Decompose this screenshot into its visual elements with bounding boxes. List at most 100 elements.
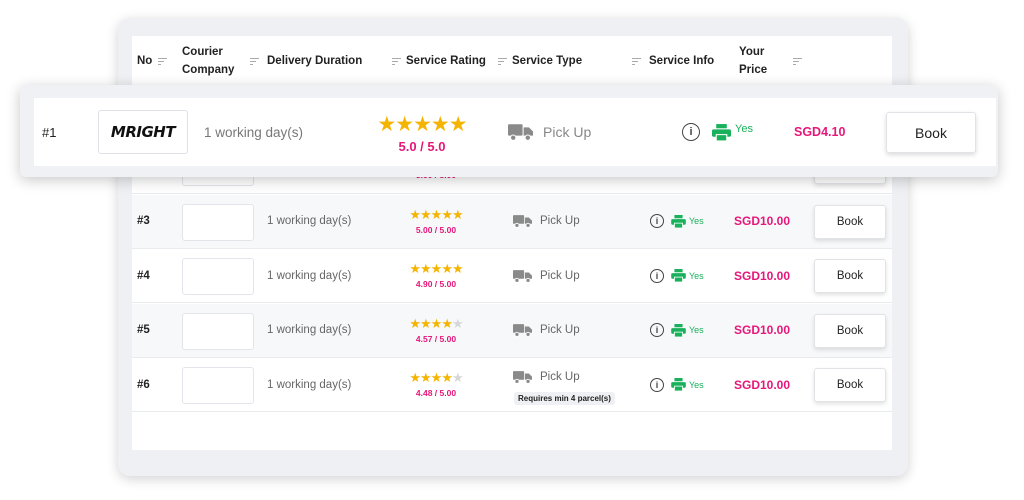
header-service-type[interactable]: Service Type — [512, 36, 642, 86]
service-type: Pick Up — [513, 195, 580, 248]
price: SGD10.00 — [734, 214, 791, 228]
truck-icon — [513, 324, 532, 337]
table-row[interactable]: #5 1 working day(s) ★★★★★ 4.57 / 5.00 Pick U… — [132, 303, 892, 358]
header-service-info-label: Service Info — [649, 55, 715, 67]
book-button[interactable]: Book — [814, 259, 886, 293]
rating-value: 4.57 / 5.00 — [415, 333, 457, 344]
book-button[interactable]: Book — [814, 313, 886, 348]
book-button[interactable]: Book — [814, 368, 886, 402]
header-your-price[interactable]: Your Price — [739, 36, 803, 86]
printer-label: Yes — [689, 379, 704, 390]
sort-icon[interactable] — [158, 57, 168, 65]
info-icon[interactable]: i — [650, 323, 664, 337]
courier-logo-text: MRIGHT — [110, 123, 176, 141]
table-row[interactable]: #3 1 working day(s) ★★★★★ 5.00 / 5.00 Pick U… — [132, 194, 892, 249]
sort-icon[interactable] — [392, 57, 402, 65]
delivery-duration: 1 working day(s) — [267, 324, 352, 336]
service-type: Pick Up — [513, 249, 580, 302]
header-service-rating[interactable]: Service Rating — [406, 36, 507, 86]
service-info: i Yes — [650, 358, 704, 411]
service-rating: ★★★★★ 4.90 / 5.00 — [404, 249, 468, 302]
truck-icon — [513, 371, 532, 384]
courier-logo: MRIGHT — [98, 110, 188, 154]
delivery-duration: 1 working day(s) — [267, 378, 352, 391]
service-info: i Yes — [650, 249, 704, 302]
printer-label: Yes — [689, 216, 704, 226]
price: SGD10.00 — [734, 323, 791, 337]
service-type-label: Pick Up — [540, 215, 580, 227]
rating-value: 4.48 / 5.00 — [415, 388, 457, 398]
service-type-label: Pick Up — [540, 269, 580, 282]
header-no[interactable]: No — [137, 36, 168, 86]
truck-icon — [513, 215, 532, 228]
header-delivery-duration-label: Delivery Duration — [267, 55, 363, 67]
row-rank: #6 — [137, 378, 150, 391]
header-delivery-duration[interactable]: Delivery Duration — [267, 36, 402, 86]
printer-label: Yes — [689, 325, 704, 335]
info-icon[interactable]: i — [650, 214, 664, 228]
price: SGD4.10 — [794, 125, 846, 139]
courier-logo — [182, 258, 254, 295]
sort-icon[interactable] — [793, 57, 803, 65]
row-rank: #1 — [42, 124, 57, 140]
info-icon[interactable]: i — [682, 123, 700, 141]
service-info: i Yes — [650, 304, 704, 357]
row-rank: #4 — [137, 269, 150, 282]
service-rating: ★★★★★ 4.57 / 5.00 — [404, 304, 468, 357]
service-type: Pick Up — [508, 98, 591, 166]
row-rank: #3 — [137, 215, 150, 227]
courier-logo — [182, 367, 254, 404]
truck-icon — [513, 269, 532, 283]
info-icon[interactable]: i — [650, 377, 664, 392]
rating-value: 4.90 / 5.00 — [415, 279, 457, 289]
printer-icon — [671, 214, 686, 228]
header-service-info[interactable]: Service Info — [649, 36, 714, 86]
service-type-label: Pick Up — [540, 324, 580, 336]
printer-icon — [671, 378, 686, 391]
printer-icon — [671, 323, 686, 337]
table-row[interactable]: #6 1 working day(s) ★★★★★ 4.48 / 5.00 Pick U… — [132, 358, 892, 412]
info-icon[interactable]: i — [650, 268, 664, 283]
featured-row[interactable]: #1 MRIGHT 1 working day(s) ★★★★★ 5.0 / 5… — [34, 98, 996, 166]
star-icon: ★★★★★ — [409, 261, 463, 276]
printer-icon — [671, 269, 686, 282]
printer-label: Yes — [735, 123, 753, 135]
header-service-type-label: Service Type — [512, 55, 583, 67]
star-icon: ★★★★★ — [409, 370, 463, 385]
price: SGD10.00 — [734, 268, 791, 283]
service-info: i Yes — [650, 195, 704, 248]
service-type: Pick Up — [513, 358, 580, 396]
printer-label: Yes — [689, 270, 704, 281]
service-type-label: Pick Up — [540, 371, 580, 383]
sort-icon[interactable] — [250, 57, 260, 65]
service-rating: ★★★★★ 5.0 / 5.0 — [376, 113, 468, 155]
header-no-label: No — [137, 55, 153, 67]
delivery-duration: 1 working day(s) — [267, 215, 352, 227]
service-type-label: Pick Up — [543, 124, 592, 140]
header-courier-label-1: Courier — [182, 46, 223, 58]
service-rating: ★★★★★ 4.48 / 5.00 — [404, 358, 468, 411]
header-courier-label-2: Company — [182, 64, 235, 76]
book-button[interactable]: Book — [814, 204, 886, 239]
printer-icon — [712, 123, 731, 141]
service-rating: ★★★★★ 5.00 / 5.00 — [404, 195, 468, 248]
star-icon: ★★★★★ — [377, 113, 467, 136]
star-icon: ★★★★★ — [409, 315, 463, 331]
delivery-duration: 1 working day(s) — [267, 269, 352, 282]
sort-icon[interactable] — [632, 57, 642, 65]
delivery-duration: 1 working day(s) — [204, 124, 304, 140]
rating-value: 5.0 / 5.0 — [398, 139, 446, 154]
service-note: Requires min 4 parcel(s) — [514, 392, 615, 405]
courier-logo — [182, 203, 254, 241]
courier-logo — [182, 312, 254, 350]
book-button[interactable]: Book — [886, 112, 976, 153]
rating-value: 5.00 / 5.00 — [415, 224, 457, 235]
header-courier-company[interactable]: Courier Company — [182, 36, 262, 86]
truck-icon — [508, 124, 533, 141]
table-row[interactable]: #4 1 working day(s) ★★★★★ 4.90 / 5.00 Pick U… — [132, 249, 892, 303]
header-service-rating-label: Service Rating — [406, 55, 486, 67]
header-price-label-2: Price — [739, 64, 768, 76]
sort-icon[interactable] — [497, 57, 507, 65]
price: SGD10.00 — [734, 377, 791, 392]
header-price-label-1: Your — [739, 46, 765, 58]
